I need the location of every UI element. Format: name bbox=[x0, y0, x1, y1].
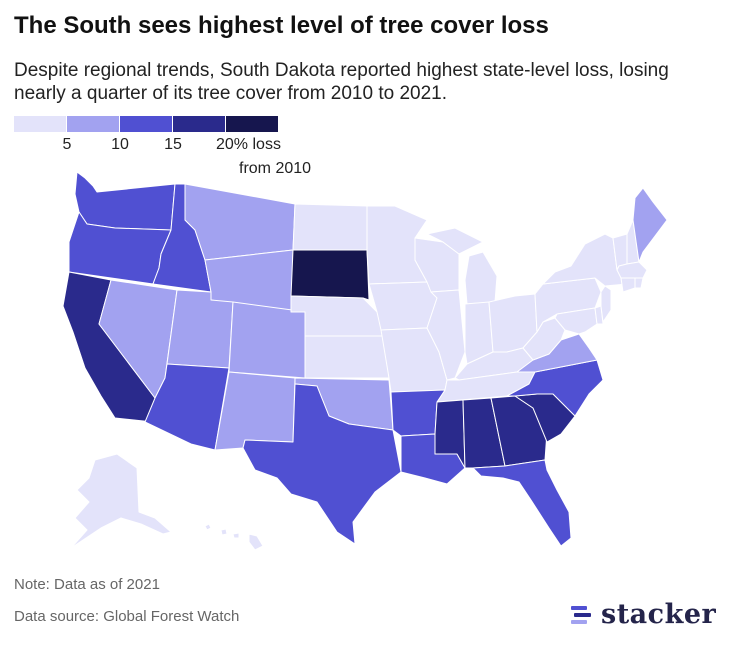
state-south-dakota bbox=[290, 249, 370, 301]
legend-swatch-1 bbox=[14, 116, 67, 132]
legend-tick-15: 15 bbox=[164, 136, 182, 153]
data-source: Data source: Global Forest Watch bbox=[14, 608, 240, 625]
legend-swatch-5 bbox=[226, 116, 279, 132]
state-iowa bbox=[368, 281, 438, 331]
state-kansas bbox=[304, 335, 390, 379]
legend-swatch-3 bbox=[120, 116, 173, 132]
state-new-mexico bbox=[214, 371, 296, 451]
legend-swatches bbox=[14, 116, 279, 132]
legend-swatch-4 bbox=[173, 116, 226, 132]
state-hawaii bbox=[204, 523, 264, 551]
state-montana bbox=[184, 183, 296, 261]
stacker-mark-icon bbox=[571, 605, 591, 624]
legend-swatch-2 bbox=[67, 116, 120, 132]
color-legend: 5 10 15 20% loss from 2010 bbox=[14, 116, 311, 186]
brand-logo: stacker bbox=[569, 599, 716, 630]
state-north-carolina bbox=[506, 359, 604, 417]
state-washington bbox=[74, 172, 176, 231]
data-note: Note: Data as of 2021 bbox=[14, 576, 160, 593]
legend-tick-10: 10 bbox=[111, 136, 129, 153]
state-maine bbox=[632, 187, 668, 263]
state-delaware bbox=[594, 305, 604, 325]
legend-tick-20: 20% loss bbox=[216, 136, 281, 153]
brand-name: stacker bbox=[601, 599, 717, 630]
state-florida bbox=[472, 459, 572, 547]
us-choropleth-map bbox=[62, 172, 668, 551]
state-maryland bbox=[554, 307, 598, 335]
legend-tick-5: 5 bbox=[62, 136, 72, 153]
state-colorado bbox=[228, 301, 308, 379]
state-new-jersey bbox=[600, 285, 612, 323]
chart-subtitle: Despite regional trends, South Dakota re… bbox=[14, 60, 669, 104]
chart-title: The South sees highest level of tree cov… bbox=[14, 12, 549, 39]
state-connecticut bbox=[620, 277, 636, 293]
state-nebraska bbox=[290, 295, 386, 337]
state-texas bbox=[242, 383, 402, 545]
state-north-dakota bbox=[292, 203, 368, 251]
state-alaska bbox=[70, 453, 172, 549]
legend-unit-period: from 2010 bbox=[239, 160, 312, 177]
state-rhode-island bbox=[634, 277, 644, 289]
state-arizona bbox=[144, 363, 230, 451]
state-utah bbox=[166, 289, 234, 369]
legend-unit-loss: loss bbox=[252, 136, 281, 153]
